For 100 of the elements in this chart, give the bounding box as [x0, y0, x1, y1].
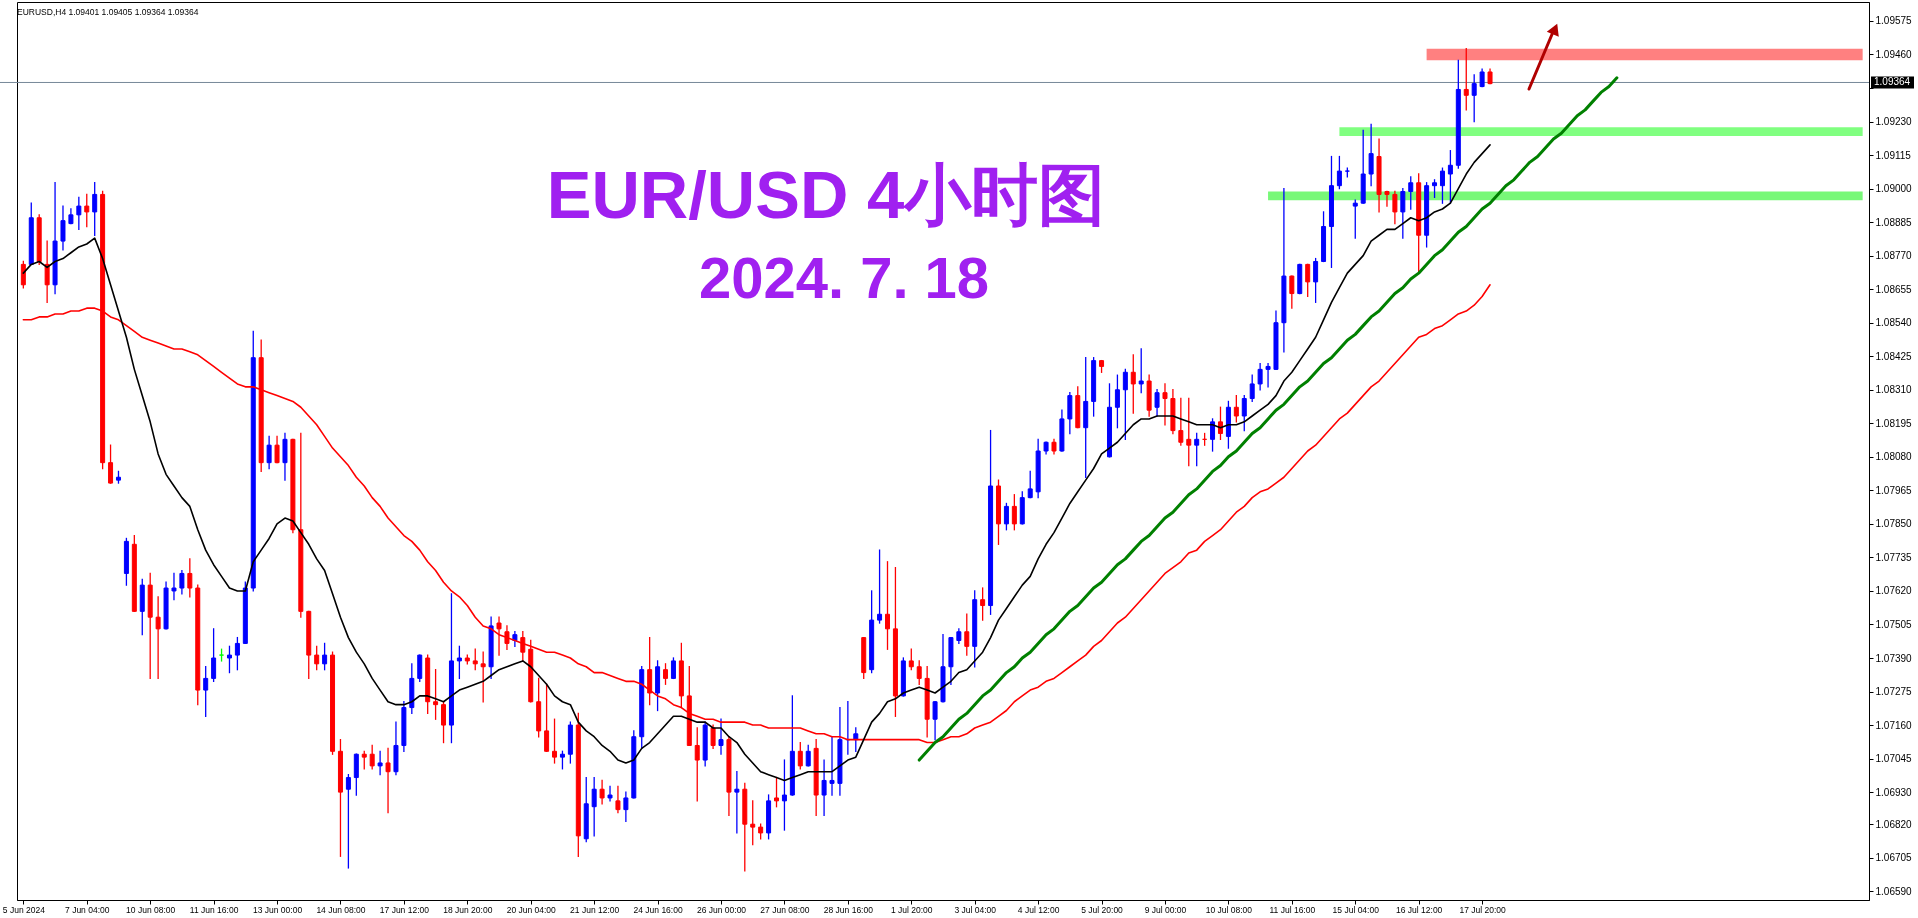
candlestick: [441, 701, 447, 744]
y-tick-label: 1.07850: [1875, 518, 1913, 530]
x-tick-label: 7 Jun 04:00: [65, 904, 110, 915]
line-series: [22, 144, 1491, 782]
x-tick-label: 15 Jul 04:00: [1332, 904, 1380, 915]
x-tick-label: 14 Jun 08:00: [316, 904, 366, 915]
candlestick: [694, 727, 700, 802]
candlestick: [1178, 397, 1184, 446]
candlestick: [885, 561, 890, 650]
x-tick-label: 16 Jul 12:00: [1396, 904, 1443, 915]
y-tick-label: 1.09230: [1875, 116, 1913, 128]
candlestick: [480, 651, 486, 703]
candlestick: [1130, 354, 1136, 414]
candlestick: [76, 196, 82, 231]
candlestick: [108, 444, 114, 484]
y-tick-label: 1.07965: [1875, 484, 1913, 496]
candlestick: [92, 182, 98, 236]
candlestick: [385, 747, 391, 814]
candlestick: [417, 654, 423, 682]
candlestick: [234, 636, 240, 671]
candlestick: [1352, 199, 1358, 239]
text: EUR/USD 4小时图: [546, 157, 1106, 232]
candlestick: [591, 776, 597, 837]
candlestick: [1408, 176, 1414, 210]
candlestick: [496, 616, 502, 656]
x-tick-label: 5 Jun 2024: [2, 904, 46, 915]
candlestick: [1154, 389, 1160, 417]
candlestick: [908, 648, 914, 671]
y-tick-label: 1.07275: [1875, 686, 1913, 698]
candlestick: [1471, 74, 1477, 123]
candlestick: [964, 613, 970, 656]
candlestick: [781, 759, 787, 831]
y-tick-label: 1.07045: [1875, 753, 1913, 765]
x-tick-label: 3 Jul 04:00: [954, 904, 997, 915]
candlestick: [226, 645, 232, 674]
candlestick: [544, 683, 550, 752]
candlestick: [1249, 374, 1255, 403]
y-tick-label: 1.06590: [1875, 885, 1913, 897]
y-tick-label: 1.07160: [1875, 719, 1913, 731]
candlestick: [155, 596, 161, 680]
candlestick: [369, 744, 375, 770]
candlestick: [1067, 392, 1073, 435]
x-tick-label: 10 Jul 08:00: [1205, 904, 1253, 915]
x-tick-label: 17 Jun 12:00: [379, 904, 430, 915]
candlestick: [1138, 348, 1144, 394]
y-tick-label: 1.08080: [1875, 451, 1913, 463]
candlestick: [314, 645, 320, 671]
candlestick: [663, 663, 669, 685]
x-tick-label: 17 Jul 20:00: [1459, 904, 1507, 915]
y-tick-label: 1.08310: [1875, 384, 1913, 396]
candlestick: [1400, 187, 1406, 239]
candlestick: [1336, 155, 1342, 190]
candlestick: [44, 240, 50, 303]
candlestick: [20, 260, 26, 289]
y-tick-label: 1.06705: [1875, 852, 1913, 864]
candlestick: [1217, 406, 1223, 440]
candlestick: [932, 701, 938, 741]
candlestick: [353, 753, 359, 796]
y-tick-label: 1.09460: [1875, 48, 1913, 60]
y-tick-label: 1.08540: [1875, 317, 1913, 329]
text: 2024. 7. 18: [698, 245, 990, 310]
candlestick: [60, 205, 66, 251]
candlestick: [718, 718, 724, 755]
candlestick: [552, 718, 558, 764]
y-tick-label: 1.07390: [1875, 652, 1913, 664]
y-tick-label: 1.07735: [1875, 551, 1913, 563]
x-tick-label: 5 Jul 20:00: [1081, 904, 1124, 915]
candlestick: [179, 569, 185, 595]
x-tick-label: 9 Jul 00:00: [1144, 904, 1187, 915]
y-tick-label: 1.08770: [1875, 250, 1913, 262]
y-tick-label: 1.06820: [1875, 818, 1913, 830]
x-tick-label: 4 Jul 12:00: [1017, 904, 1060, 915]
candlestick: [821, 759, 827, 817]
candlestick: [1162, 383, 1168, 426]
candlestick: [171, 572, 177, 601]
x-tick-label: 26 Jun 00:00: [696, 904, 747, 915]
y-tick-label: 1.06930: [1875, 786, 1913, 798]
candlestick: [710, 724, 716, 750]
candlestick: [1265, 362, 1271, 388]
y-tick-label: 1.07620: [1875, 585, 1913, 597]
candlestick: [1241, 394, 1247, 432]
candlestick: [1392, 190, 1398, 225]
candlestick: [1463, 48, 1469, 111]
y-tick-label: 1.09000: [1875, 183, 1913, 195]
annotation: EURUSD,H4 1.09401 1.09405 1.09364 1.09364: [17, 7, 199, 17]
candlestick: [322, 642, 328, 671]
candlestick: [877, 549, 883, 624]
x-tick-label: 11 Jun 16:00: [189, 904, 239, 915]
candlestick: [211, 628, 217, 682]
candlestick: [1313, 257, 1319, 303]
y-tick-label: 1.09575: [1875, 15, 1913, 27]
x-tick-label: 10 Jun 08:00: [126, 904, 176, 915]
candlestick: [734, 771, 740, 834]
candlestick: [504, 625, 510, 650]
x-tick-label: 24 Jun 16:00: [633, 904, 683, 915]
candlestick: [282, 432, 288, 481]
candlestick: [1384, 190, 1390, 207]
candlestick: [647, 636, 653, 706]
x-tick-label: 1 Jul 20:00: [890, 904, 933, 915]
x-tick-label: 11 Jul 16:00: [1269, 904, 1316, 915]
